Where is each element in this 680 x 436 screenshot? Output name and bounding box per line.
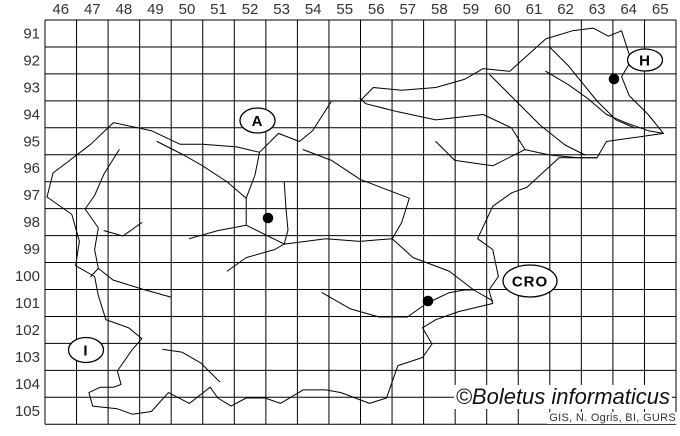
col-label-61: 61 — [526, 1, 543, 18]
row-label-100: 100 — [15, 268, 40, 285]
country-labels: A H CRO I — [67, 48, 664, 364]
col-label-62: 62 — [557, 1, 574, 18]
river-vipava-path — [97, 267, 171, 298]
row-label-95: 95 — [23, 133, 40, 150]
col-label-59: 59 — [463, 1, 480, 18]
row-label-94: 94 — [23, 106, 40, 123]
col-label-64: 64 — [620, 1, 637, 18]
axis-labels: 46 47 48 49 50 51 52 53 54 55 56 57 58 59 60 61 62 63 64 65… — [15, 1, 669, 420]
country-label-croatia: CRO — [512, 274, 548, 291]
river-kamniska-bistrica-path — [283, 181, 289, 245]
col-label-50: 50 — [179, 1, 196, 18]
river-ljubljanica-path — [226, 243, 285, 272]
col-label-53: 53 — [273, 1, 290, 18]
occurrence-dot-64-93 — [608, 73, 620, 85]
col-label-49: 49 — [147, 1, 164, 18]
attribution-text: GIS, N. Ogris, BI, GURS — [547, 412, 678, 424]
col-label-46: 46 — [52, 1, 69, 18]
river-sava-path — [156, 141, 494, 302]
row-label-99: 99 — [23, 241, 40, 258]
occurrence-dot-58-101 — [422, 295, 434, 307]
col-label-48: 48 — [116, 1, 133, 18]
river-mura-path — [545, 70, 664, 134]
country-label-austria: A — [252, 113, 264, 130]
river-pesnica-path — [489, 74, 586, 156]
country-ellipse-italy — [67, 336, 105, 364]
col-label-47: 47 — [84, 1, 101, 18]
river-drava-path — [359, 97, 598, 159]
col-label-54: 54 — [305, 1, 322, 18]
country-ellipse-croatia — [502, 264, 558, 298]
river-idrijca-path — [103, 222, 143, 237]
occurrence-dots — [262, 73, 620, 307]
row-label-98: 98 — [23, 214, 40, 231]
row-label-102: 102 — [15, 322, 40, 339]
country-ellipse-hungary — [626, 48, 664, 72]
col-label-63: 63 — [589, 1, 606, 18]
occurrence-dot-53-98 — [262, 212, 274, 224]
col-label-57: 57 — [399, 1, 416, 18]
river-dravinja-path — [435, 141, 526, 167]
grid-lines — [44, 19, 677, 425]
row-label-96: 96 — [23, 160, 40, 177]
row-label-103: 103 — [15, 349, 40, 366]
col-label-52: 52 — [242, 1, 259, 18]
country-label-hungary: H — [639, 53, 651, 70]
river-reka-path — [162, 348, 221, 383]
country-label-italy: I — [83, 343, 88, 360]
col-label-56: 56 — [368, 1, 385, 18]
river-krka-path — [321, 289, 475, 318]
row-label-104: 104 — [15, 376, 40, 393]
map-outline-layer — [46, 27, 664, 415]
watermark-text: ©Boletus informaticus — [453, 384, 672, 410]
row-label-97: 97 — [23, 187, 40, 204]
slovenia-border-path — [46, 27, 664, 415]
row-label-101: 101 — [15, 295, 40, 312]
col-label-60: 60 — [494, 1, 511, 18]
river-soca-path — [84, 149, 120, 277]
river-network-layer — [84, 46, 664, 383]
col-label-58: 58 — [431, 1, 448, 18]
river-sora-path — [188, 224, 247, 240]
river-savinja-path — [302, 149, 410, 240]
river-ledava-path — [549, 46, 636, 129]
col-label-51: 51 — [210, 1, 227, 18]
row-label-93: 93 — [23, 79, 40, 96]
col-label-65: 65 — [652, 1, 669, 18]
country-ellipse-austria — [239, 107, 276, 134]
row-label-91: 91 — [23, 25, 40, 42]
river-kokra-path — [245, 151, 260, 199]
row-label-92: 92 — [23, 52, 40, 69]
col-label-55: 55 — [336, 1, 353, 18]
row-label-105: 105 — [15, 403, 40, 420]
